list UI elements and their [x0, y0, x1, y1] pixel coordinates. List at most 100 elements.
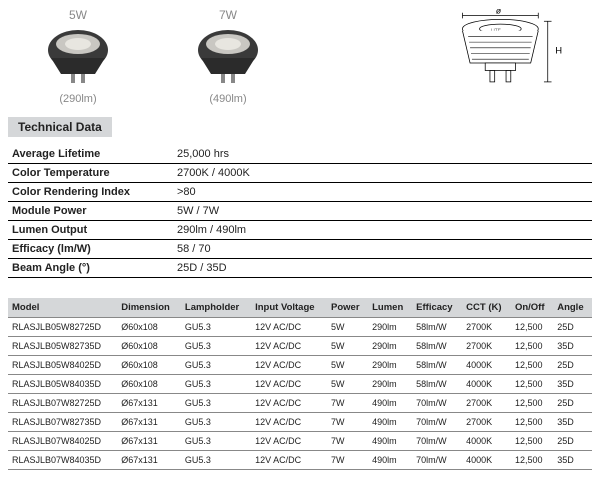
- spec-table: Average Lifetime25,000 hrsColor Temperat…: [8, 145, 592, 278]
- model-col-header: Efficacy: [412, 298, 462, 318]
- table-cell: GU5.3: [181, 375, 251, 394]
- table-cell: 2700K: [462, 394, 511, 413]
- table-cell: 290lm: [368, 337, 412, 356]
- table-cell: RLASJLB07W84025D: [8, 432, 117, 451]
- table-row: RLASJLB05W82735DØ60x108GU5.312V AC/DC5W2…: [8, 337, 592, 356]
- spec-value: 25,000 hrs: [173, 145, 592, 164]
- table-cell: 5W: [327, 375, 368, 394]
- table-cell: 12V AC/DC: [251, 432, 327, 451]
- table-cell: 2700K: [462, 337, 511, 356]
- spec-label: Module Power: [8, 202, 173, 221]
- table-cell: RLASJLB07W82735D: [8, 413, 117, 432]
- table-cell: Ø67x131: [117, 413, 181, 432]
- table-cell: GU5.3: [181, 413, 251, 432]
- table-cell: GU5.3: [181, 318, 251, 337]
- table-cell: Ø60x108: [117, 337, 181, 356]
- spec-label: Average Lifetime: [8, 145, 173, 164]
- table-cell: RLASJLB05W82725D: [8, 318, 117, 337]
- table-cell: RLASJLB07W82725D: [8, 394, 117, 413]
- table-cell: RLASJLB05W82735D: [8, 337, 117, 356]
- model-col-header: Dimension: [117, 298, 181, 318]
- table-row: RLASJLB07W84025DØ67x131GU5.312V AC/DC7W4…: [8, 432, 592, 451]
- table-cell: 12,500: [511, 356, 553, 375]
- table-cell: RLASJLB07W84035D: [8, 451, 117, 470]
- table-cell: GU5.3: [181, 451, 251, 470]
- table-cell: 70lm/W: [412, 413, 462, 432]
- svg-text:ø: ø: [496, 8, 501, 16]
- table-cell: 35D: [553, 337, 592, 356]
- table-cell: 58lm/W: [412, 337, 462, 356]
- table-cell: 490lm: [368, 394, 412, 413]
- model-col-header: On/Off: [511, 298, 553, 318]
- spec-value: 290lm / 490lm: [173, 221, 592, 240]
- product-5w: 5W (290lm): [8, 8, 148, 105]
- table-row: RLASJLB07W82735DØ67x131GU5.312V AC/DC7W4…: [8, 413, 592, 432]
- top-row: 5W (290lm) 7W (490lm) ø: [8, 8, 592, 105]
- table-cell: RLASJLB05W84025D: [8, 356, 117, 375]
- table-cell: Ø60x108: [117, 318, 181, 337]
- table-cell: GU5.3: [181, 337, 251, 356]
- table-cell: 25D: [553, 432, 592, 451]
- table-cell: Ø60x108: [117, 356, 181, 375]
- wattage-label: 5W: [8, 8, 148, 22]
- spec-label: Beam Angle (°): [8, 259, 173, 278]
- table-cell: 4000K: [462, 375, 511, 394]
- table-cell: 7W: [327, 394, 368, 413]
- table-cell: 290lm: [368, 375, 412, 394]
- model-table: ModelDimensionLampholderInput VoltagePow…: [8, 298, 592, 470]
- table-row: RLASJLB05W84025DØ60x108GU5.312V AC/DC5W2…: [8, 356, 592, 375]
- table-cell: 25D: [553, 356, 592, 375]
- table-cell: 4000K: [462, 356, 511, 375]
- table-cell: 12,500: [511, 337, 553, 356]
- spec-value: 5W / 7W: [173, 202, 592, 221]
- table-cell: Ø67x131: [117, 432, 181, 451]
- table-cell: GU5.3: [181, 356, 251, 375]
- spec-value: 58 / 70: [173, 240, 592, 259]
- table-cell: 7W: [327, 413, 368, 432]
- table-cell: 70lm/W: [412, 394, 462, 413]
- table-cell: 58lm/W: [412, 318, 462, 337]
- bulb-icon: [183, 26, 273, 86]
- svg-text:H: H: [555, 45, 562, 56]
- table-cell: 35D: [553, 375, 592, 394]
- spec-value: >80: [173, 183, 592, 202]
- table-cell: 4000K: [462, 451, 511, 470]
- model-col-header: CCT (K): [462, 298, 511, 318]
- table-cell: Ø67x131: [117, 394, 181, 413]
- spec-label: Efficacy (lm/W): [8, 240, 173, 259]
- table-cell: 290lm: [368, 318, 412, 337]
- table-cell: 58lm/W: [412, 356, 462, 375]
- table-cell: 35D: [553, 451, 592, 470]
- table-cell: 25D: [553, 394, 592, 413]
- product-7w: 7W (490lm): [158, 8, 298, 105]
- table-row: RLASJLB05W84035DØ60x108GU5.312V AC/DC5W2…: [8, 375, 592, 394]
- table-cell: 12V AC/DC: [251, 413, 327, 432]
- spec-row: Color Rendering Index>80: [8, 183, 592, 202]
- spec-value: 25D / 35D: [173, 259, 592, 278]
- table-cell: GU5.3: [181, 432, 251, 451]
- section-title: Technical Data: [8, 117, 112, 137]
- table-cell: 12,500: [511, 394, 553, 413]
- spec-row: Color Temperature2700K / 4000K: [8, 164, 592, 183]
- table-cell: 4000K: [462, 432, 511, 451]
- spec-row: Beam Angle (°)25D / 35D: [8, 259, 592, 278]
- bulb-icon: [33, 26, 123, 86]
- spec-row: Module Power5W / 7W: [8, 202, 592, 221]
- table-cell: 490lm: [368, 432, 412, 451]
- table-cell: 70lm/W: [412, 432, 462, 451]
- lumens-label: (290lm): [8, 93, 148, 105]
- table-cell: 12,500: [511, 451, 553, 470]
- spec-row: Efficacy (lm/W)58 / 70: [8, 240, 592, 259]
- spec-value: 2700K / 4000K: [173, 164, 592, 183]
- table-cell: RLASJLB05W84035D: [8, 375, 117, 394]
- table-cell: 70lm/W: [412, 451, 462, 470]
- table-row: RLASJLB07W84035DØ67x131GU5.312V AC/DC7W4…: [8, 451, 592, 470]
- table-cell: 2700K: [462, 413, 511, 432]
- lumens-label: (490lm): [158, 93, 298, 105]
- table-cell: 5W: [327, 337, 368, 356]
- table-cell: 290lm: [368, 356, 412, 375]
- table-cell: 12V AC/DC: [251, 394, 327, 413]
- table-cell: 490lm: [368, 451, 412, 470]
- table-cell: Ø67x131: [117, 451, 181, 470]
- table-cell: 5W: [327, 318, 368, 337]
